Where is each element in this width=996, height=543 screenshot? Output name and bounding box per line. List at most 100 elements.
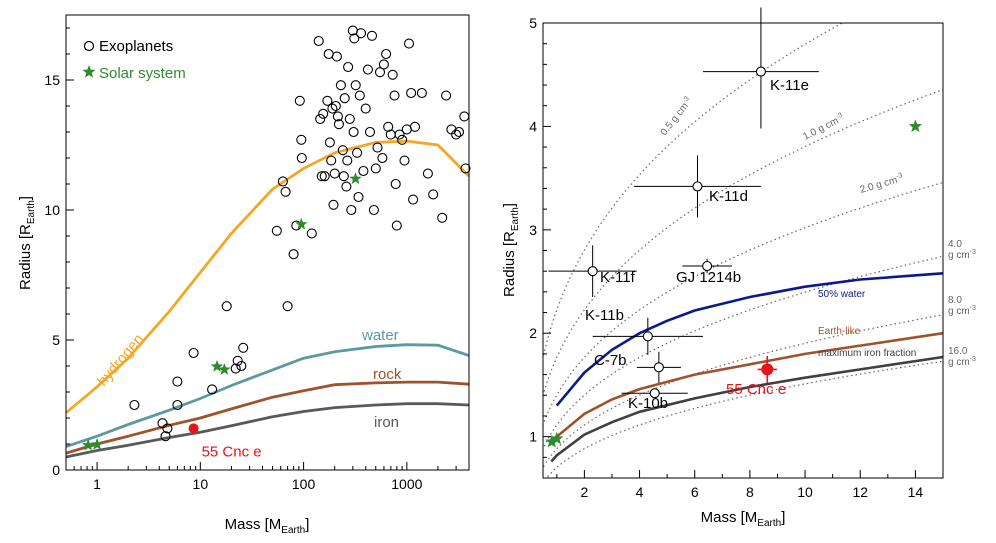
right-model-curves: [550, 272, 944, 463]
exoplanet-point: [337, 145, 348, 156]
exoplanet-point: [416, 87, 427, 99]
curve-water: [65, 343, 470, 448]
exoplanet-point: [318, 108, 329, 119]
left-solar-system-points: [82, 172, 362, 451]
planet-label-k11d: K-11d: [709, 188, 748, 205]
x-tick-label: 8: [746, 484, 754, 500]
left-exoplanet-points: [129, 25, 471, 442]
planet-point: [587, 266, 598, 277]
planet-point: [702, 260, 713, 272]
exoplanet-point: [370, 163, 381, 174]
density-line: [543, 89, 943, 398]
exoplanet-point: [343, 61, 354, 73]
curve-label-earth-like: Earth-like: [818, 326, 861, 337]
exoplanet-point: [364, 126, 376, 138]
highlight-label-55cnce: 55 Cnc e: [202, 443, 262, 460]
exoplanet-point: [391, 220, 402, 231]
curve-label-water: water: [361, 327, 399, 344]
exoplanet-point: [460, 163, 471, 174]
density-line: [543, 255, 943, 451]
exoplanet-point: [390, 178, 401, 190]
exoplanet-point: [341, 181, 352, 192]
x-tick-label: 14: [908, 484, 924, 500]
legend: Exoplanets Solar system: [82, 38, 186, 82]
exoplanet-point: [323, 48, 334, 60]
exoplanet-point: [344, 113, 355, 125]
planet-label-k10b: K-10b: [628, 395, 668, 412]
solar-system-star: [545, 434, 559, 448]
right-density-lines: [543, 23, 943, 478]
x-tick-label: 10: [193, 476, 209, 492]
planet-label-gj1214b: GJ 1214b: [676, 269, 741, 286]
y-tick-label: 5: [52, 332, 60, 348]
exoplanet-point: [322, 95, 333, 106]
exoplanet-point: [236, 360, 247, 372]
solar-system-star: [550, 431, 564, 445]
curve-earthlike: [550, 331, 944, 446]
density-label-0-5: 0.5 g cm-3: [658, 95, 695, 138]
curve-rock: [65, 380, 470, 455]
left-x-axis-label: Mass [MEarth]: [225, 516, 310, 536]
exoplanet-point: [409, 121, 421, 132]
exoplanet-point: [327, 103, 338, 114]
exoplanet-point: [329, 168, 340, 179]
curve-label-rock: rock: [373, 366, 402, 383]
exoplanet-point: [362, 64, 373, 75]
exoplanet-point: [366, 30, 378, 41]
legend-exoplanet-marker: [83, 40, 95, 52]
x-tick-label: 10: [797, 484, 813, 500]
exoplanet-point: [207, 384, 218, 395]
exoplanet-point: [403, 38, 415, 49]
planet-point: [653, 362, 664, 373]
exoplanet-point: [339, 93, 350, 104]
exoplanet-point: [387, 69, 398, 80]
exoplanet-point: [324, 137, 335, 148]
exoplanet-point: [280, 186, 291, 197]
exoplanet-point: [385, 129, 396, 140]
exoplanet-point: [296, 152, 307, 164]
exoplanet-point: [294, 95, 305, 106]
density-label-8-0: 8.0: [948, 295, 962, 306]
solar-system-star: [210, 360, 224, 372]
highlight-point-55cnce: [761, 363, 774, 376]
curve-label-iron: iron: [374, 414, 399, 431]
planet-label-k11b: K-11b: [585, 307, 624, 324]
curve-label-hydrogen: hydrogen: [94, 331, 147, 390]
y-tick-label: 15: [44, 72, 60, 88]
left-plot-frame: [65, 14, 470, 471]
density-label-8-0-unit: g cm-3: [948, 305, 976, 317]
exoplanet-point: [319, 171, 330, 182]
exoplanet-point: [342, 155, 353, 166]
exoplanet-point: [316, 171, 327, 182]
exoplanet-point: [221, 301, 232, 312]
exoplanet-point: [160, 431, 171, 442]
exoplanet-point: [326, 155, 337, 166]
exoplanet-point: [338, 171, 349, 182]
left-y-axis-label: Radius [REarth]: [17, 196, 37, 290]
solar-system-star: [349, 172, 362, 185]
exoplanet-point: [162, 423, 173, 434]
exoplanet-point: [397, 134, 408, 145]
exoplanet-point: [374, 67, 386, 78]
exoplanet-point: [282, 301, 293, 312]
curve-maxiron: [550, 355, 944, 463]
exoplanet-point: [129, 399, 140, 411]
planet-point: [642, 331, 653, 342]
density-label-4-0-unit: g cm-3: [948, 249, 976, 261]
exoplanet-point: [459, 111, 470, 122]
exoplanet-point: [296, 134, 307, 145]
exoplanet-point: [441, 90, 452, 101]
x-tick-label: 100: [292, 476, 316, 492]
curve-label-max-iron: maximum iron fraction: [818, 348, 916, 359]
exoplanet-point: [428, 189, 439, 200]
exoplanet-point: [381, 48, 392, 60]
exoplanet-point: [394, 129, 405, 140]
curve-fifty_water: [555, 272, 944, 407]
x-tick-label: 4: [636, 484, 644, 500]
exoplanet-point: [408, 194, 419, 205]
y-tick-label: 0: [52, 462, 60, 478]
exoplanet-point: [399, 155, 410, 166]
